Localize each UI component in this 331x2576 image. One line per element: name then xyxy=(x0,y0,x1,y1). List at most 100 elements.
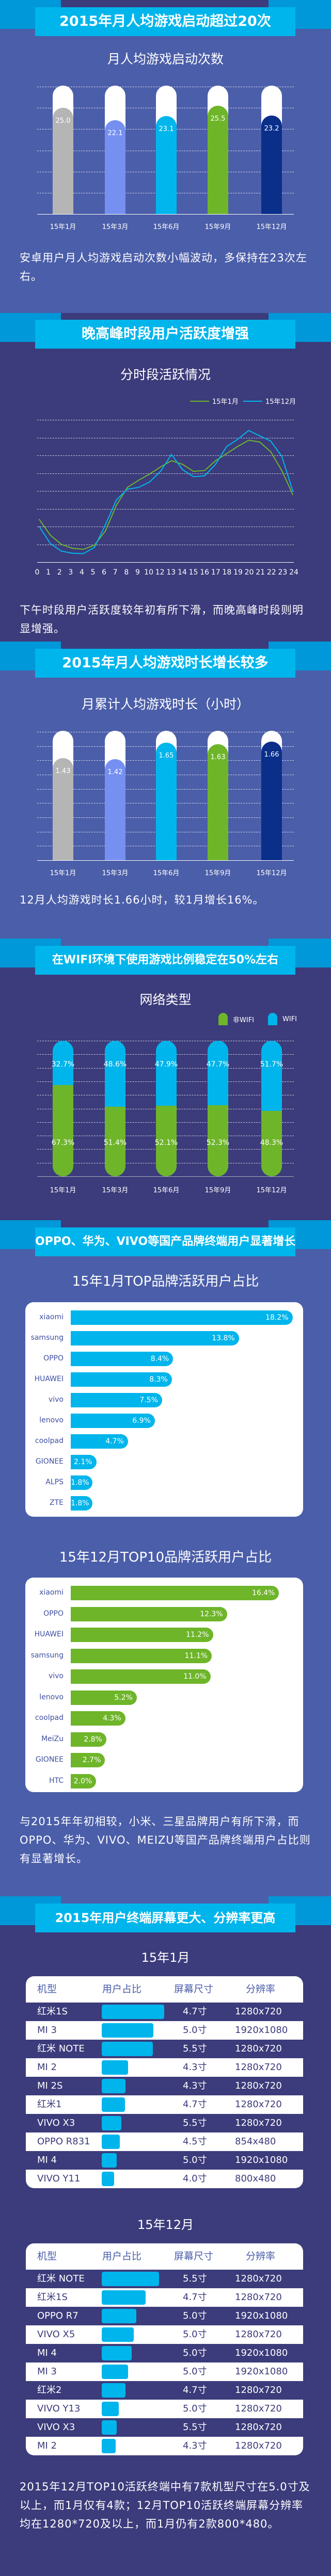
resolution: 1920x1080 xyxy=(235,2310,288,2321)
x-tick-label: 15年6月 xyxy=(153,869,180,877)
table-row: OPPO R831 4.5寸 854x480 xyxy=(26,2132,303,2151)
user-share-bar xyxy=(102,2135,120,2149)
x-tick-label: 19 xyxy=(233,568,243,577)
data-point xyxy=(281,470,282,471)
bar-15年6月 xyxy=(156,116,177,214)
legend-dec: 15年12月 xyxy=(243,396,296,406)
table-row: MI 4 5.0寸 1920x1080 xyxy=(26,2344,303,2362)
brand-value-label: 13.8% xyxy=(212,1334,235,1342)
data-point xyxy=(127,487,128,488)
model-name: MI 2S xyxy=(37,2080,63,2091)
brand-bar-coolpad: 4.7% xyxy=(71,1434,128,1449)
duration-summary-text: 12月人均游戏时长1.66小时，较1月增长16%。 xyxy=(20,894,264,906)
resolution: 1920x1080 xyxy=(235,2366,288,2377)
x-tick-label: 1 xyxy=(46,568,51,577)
column-header: 分辨率 xyxy=(246,2251,276,2262)
x-tick-label: 15年3月 xyxy=(102,1187,129,1194)
chart-title-network: 网络类型 xyxy=(139,992,192,1007)
user-share-bar xyxy=(102,2060,128,2075)
screens-summary-text: 2015年12月TOP10活跃终端中有7款机型尺寸在5.0寸及以上，而1月仅有4… xyxy=(20,2481,310,2530)
data-point xyxy=(171,454,172,455)
table-header: 机型 用户占比 屏幕尺寸 分辨率 xyxy=(26,2243,303,2270)
device-table-dec: 机型 用户占比 屏幕尺寸 分辨率 红米 NOTE 5.5寸 1280x720 红米1S 4.7寸… xyxy=(26,2243,303,2455)
device-table-jan: 机型 用户占比 屏幕尺寸 分辨率 红米1S 4.7寸 1280x720 MI 3 5.0寸 192… xyxy=(26,1976,303,2188)
bar-15年1月 xyxy=(53,758,73,860)
screen-size: 4.3寸 xyxy=(183,2440,207,2451)
brand-value-label: 11.0% xyxy=(183,1672,207,1681)
bar-15年12月 xyxy=(261,116,282,214)
gridline xyxy=(37,508,294,510)
x-tick-label: 18 xyxy=(222,568,232,577)
user-share-bar xyxy=(102,2042,153,2056)
brand-share-jan-card: xiaomi 18.2% samsung 13.8% OPPO 8.4% HUAWEI 8.3… xyxy=(25,1302,303,1517)
line-plot xyxy=(39,430,293,554)
legend-line-jan xyxy=(190,400,209,402)
data-point xyxy=(215,460,216,462)
data-point xyxy=(50,543,51,544)
screen-size: 5.5寸 xyxy=(183,2273,207,2284)
screen-size: 4.7寸 xyxy=(183,2099,207,2110)
x-tick-label: 10 xyxy=(144,568,153,577)
model-name: 红米1S xyxy=(37,2006,68,2017)
user-share-bar xyxy=(102,2346,132,2360)
screen-size: 4.0寸 xyxy=(183,2173,207,2184)
data-point xyxy=(138,480,139,481)
data-point xyxy=(215,464,216,465)
screen-size: 5.0寸 xyxy=(183,2348,207,2358)
brand-value-label: 4.7% xyxy=(105,1437,124,1446)
section-hourly-activity xyxy=(0,314,331,644)
launch-summary-text: 安卓用户月人均游戏启动次数小幅波动，多保持在23次左右。 xyxy=(20,252,307,283)
brand-label: vivo xyxy=(48,1672,64,1680)
non-wifi-value-label: 52.3% xyxy=(206,1139,230,1147)
x-tick-label: 12 xyxy=(155,568,165,577)
table-title-dec: 15年12月 xyxy=(137,2218,194,2232)
wifi-value-label: 51.7% xyxy=(260,1060,283,1069)
brand-value-label: 4.3% xyxy=(103,1714,121,1722)
resolution: 1280x720 xyxy=(235,2273,282,2284)
bar-segment-non-wifi xyxy=(105,1106,125,1176)
screen-size: 4.7寸 xyxy=(183,2292,207,2303)
brand-label: MeiZu xyxy=(41,1734,64,1743)
resolution: 1280x720 xyxy=(235,2440,282,2451)
x-axis xyxy=(37,214,294,215)
bar-value-label: 23.1 xyxy=(159,125,174,133)
x-tick-label: 15年1月 xyxy=(50,869,76,877)
bar-15年9月 xyxy=(208,106,228,214)
brand-bar-ZTE: 1.8% xyxy=(71,1496,93,1511)
screen-size: 5.0寸 xyxy=(183,2310,207,2321)
legend-swatch-non-wifi xyxy=(218,1013,228,1025)
model-name: 红米 NOTE xyxy=(37,2043,85,2054)
chart-title-launch: 月人均游戏启动次数 xyxy=(107,52,224,67)
bar-segment-non-wifi xyxy=(261,1110,282,1176)
resolution: 1280x720 xyxy=(235,2006,282,2017)
screen-size: 5.0寸 xyxy=(183,2329,207,2340)
data-point xyxy=(248,439,249,441)
wifi-value-label: 47.9% xyxy=(154,1060,178,1069)
x-tick-label: 15年3月 xyxy=(102,869,129,877)
legend-non-wifi: 非WIFI xyxy=(218,1013,254,1025)
bar-segment-non-wifi xyxy=(208,1105,228,1176)
series-line-1 xyxy=(39,430,293,554)
brand-label: GIONEE xyxy=(35,1755,64,1764)
brand-label: lenovo xyxy=(39,1416,64,1424)
bar-segment-non-wifi xyxy=(53,1085,73,1176)
brand-bar-HTC: 2.0% xyxy=(71,1774,97,1789)
data-point xyxy=(83,553,84,554)
brand-bar-lenovo: 6.9% xyxy=(71,1414,155,1428)
screen-size: 4.7寸 xyxy=(183,2385,207,2395)
x-tick-label: 24 xyxy=(289,568,298,577)
model-name: OPPO R7 xyxy=(37,2310,78,2321)
table-row: 红米1S 4.7寸 1280x720 xyxy=(26,2288,303,2307)
wifi-value-label: 48.6% xyxy=(103,1060,127,1069)
brand-bar-ALPS: 1.8% xyxy=(71,1475,93,1490)
legend-line-dec xyxy=(243,400,262,402)
bar-segment-non-wifi xyxy=(156,1105,177,1176)
brand-value-label: 11.1% xyxy=(184,1651,208,1660)
screen-size: 5.0寸 xyxy=(183,2366,207,2377)
legend-label-dec: 15年12月 xyxy=(265,398,296,406)
brand-value-label: 1.8% xyxy=(71,1479,89,1487)
data-point xyxy=(237,446,239,447)
wifi-value-label: 32.7% xyxy=(51,1060,75,1069)
x-tick-label: 3 xyxy=(68,568,73,577)
resolution: 1920x1080 xyxy=(235,2155,288,2165)
